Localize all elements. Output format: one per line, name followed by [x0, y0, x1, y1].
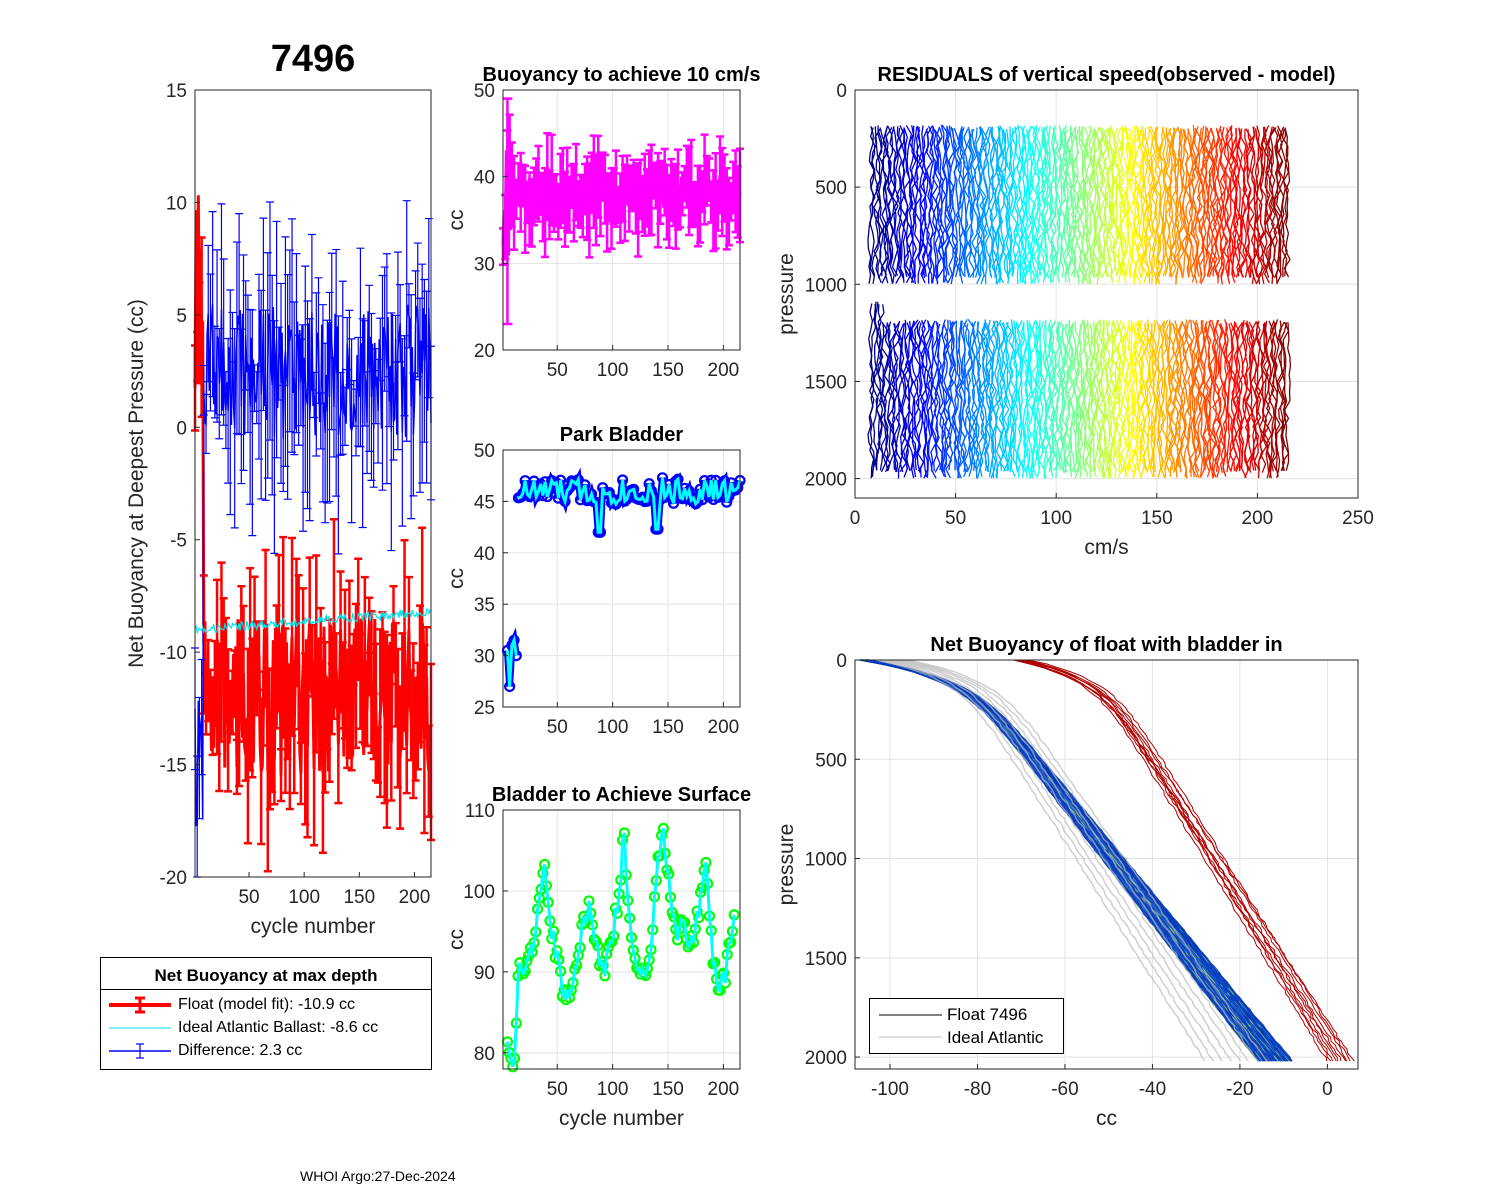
net-buoyancy-bladder-in-ytick-label: 1000: [805, 850, 847, 871]
net-buoyancy-bladder-in-ytick-label: 0: [836, 651, 847, 672]
residuals-ytick-label: 2000: [805, 470, 847, 491]
net-buoyancy-bladder-in-xtick-label: -40: [1139, 1079, 1166, 1100]
residuals-xtick-label: 250: [1342, 508, 1374, 529]
net-buoyancy-bladder-in-ytick-label: 2000: [805, 1048, 847, 1069]
park-bladder-xtick-label: 200: [708, 717, 740, 738]
residuals-ytick-label: 1000: [805, 275, 847, 296]
bladder-surface-xlabel: cycle number: [559, 1107, 684, 1130]
net-buoyancy-bladder-in-xlabel: cc: [1096, 1107, 1117, 1130]
net-buoyancy-ytick-label: -5: [170, 531, 187, 552]
park-bladder-xtick-label: 50: [547, 717, 568, 738]
bladder-in-legend: Float 7496 Ideal Atlantic: [869, 998, 1064, 1054]
net-buoyancy-xtick-label: 150: [343, 887, 375, 908]
bladder-in-red-curve: [1018, 660, 1354, 1061]
buoyancy-10cms-xtick-label: 50: [547, 360, 568, 381]
residuals-title: RESIDUALS of vertical speed(observed - m…: [878, 64, 1336, 86]
residuals-xtick-label: 150: [1141, 508, 1173, 529]
legend-label-ideal-atlantic: Ideal Atlantic: [947, 1028, 1043, 1048]
bladder-surface-ytick-label: 90: [474, 963, 495, 984]
residuals-xlabel: cm/s: [1084, 536, 1128, 559]
net-buoyancy-xtick-label: 200: [399, 887, 431, 908]
park-bladder-xtick-label: 150: [652, 717, 684, 738]
bladder-surface-xtick-label: 100: [597, 1079, 629, 1100]
residuals-xtick-label: 200: [1242, 508, 1274, 529]
legend-label-float-7496: Float 7496: [947, 1005, 1027, 1025]
net-buoyancy-bladder-in-xtick-label: -60: [1051, 1079, 1078, 1100]
bladder-surface-line: [507, 828, 734, 1066]
buoyancy-10cms-xtick-label: 150: [652, 360, 684, 381]
residuals-xtick-label: 0: [850, 508, 861, 529]
net-buoyancy-ytick-label: 15: [166, 81, 187, 102]
residuals-xtick-label: 100: [1040, 508, 1072, 529]
net-buoyancy-ytick-label: -10: [160, 643, 187, 664]
bladder-surface-ylabel: cc: [445, 929, 468, 950]
buoyancy-10cms-ytick-label: 20: [474, 341, 495, 362]
legend-swatches: [105, 994, 175, 1064]
buoyancy-10cms-title: Buoyancy to achieve 10 cm/s: [483, 64, 761, 86]
bladder-in-legend-swatches: [874, 1003, 946, 1049]
net-buoyancy-ytick-label: -20: [160, 868, 187, 889]
bladder-in-red-curve: [1024, 660, 1331, 1061]
residuals-profiles: [868, 125, 1290, 479]
buoyancy-10cms-ylabel: cc: [445, 210, 468, 231]
net-buoyancy-xtick-label: 100: [288, 887, 320, 908]
park-bladder-ylabel: cc: [445, 568, 468, 589]
residuals-ylabel: pressure: [775, 253, 798, 335]
park-bladder-title: Park Bladder: [560, 424, 684, 446]
net-buoyancy-ytick-label: 10: [166, 193, 187, 214]
park-bladder-ytick-label: 25: [474, 698, 495, 719]
residuals-ytick-label: 1500: [805, 372, 847, 393]
bladder-surface-xtick-label: 50: [547, 1079, 568, 1100]
buoyancy-10cms-xtick-label: 100: [597, 360, 629, 381]
net-buoyancy-bladder-in-ytick-label: 500: [815, 750, 847, 771]
bladder-surface-series: [503, 824, 739, 1071]
net-buoyancy-xlabel: cycle number: [251, 915, 376, 938]
park-bladder-ytick-label: 45: [474, 492, 495, 513]
bladder-surface-title: Bladder to Achieve Surface: [492, 784, 751, 806]
bladder-in-red-curve: [1016, 660, 1336, 1061]
net-buoyancy-bladder-in-xtick-label: 0: [1322, 1079, 1333, 1100]
net-buoyancy-xtick-label: 50: [238, 887, 259, 908]
buoyancy-10cms-xtick-label: 200: [708, 360, 740, 381]
net-buoyancy-ytick-label: 5: [176, 306, 187, 327]
net-buoyancy-legend-title: Net Buoyancy at max depth: [101, 966, 431, 986]
bladder-surface-xtick-label: 150: [652, 1079, 684, 1100]
park-bladder-series: [503, 473, 745, 691]
legend-swatch-difference: [109, 1044, 171, 1058]
residual-profile: [1269, 320, 1274, 477]
net-buoyancy-bladder-in-xtick-label: -80: [964, 1079, 991, 1100]
legend-label-difference: Difference: 2.3 cc: [178, 1042, 302, 1060]
buoyancy-10cms-ytick-label: 40: [474, 168, 495, 189]
net-buoyancy-bladder-in-title: Net Buoyancy of float with bladder in: [930, 634, 1282, 656]
legend-title-divider: [101, 989, 431, 990]
footer-text: WHOI Argo:27-Dec-2024: [300, 1168, 456, 1184]
net-buoyancy-bladder-in-ytick-label: 1500: [805, 949, 847, 970]
net-buoyancy-ytick-label: -15: [160, 756, 187, 777]
bladder-surface-ytick-label: 110: [465, 801, 495, 822]
bladder-surface-ytick-label: 100: [463, 882, 495, 903]
park-bladder-ytick-label: 40: [474, 544, 495, 565]
residuals-ytick-label: 500: [815, 178, 847, 199]
net-buoyancy-ytick-label: 0: [176, 418, 187, 439]
legend-label-float: Float (model fit): -10.9 cc: [178, 996, 355, 1014]
buoyancy-10cms-ytick-label: 30: [474, 254, 495, 275]
park-bladder-ytick-label: 30: [474, 647, 495, 668]
net-buoyancy-bladder-in-ylabel: pressure: [775, 824, 798, 906]
legend-swatch-float: [109, 998, 171, 1012]
bladder-surface-ytick-label: 80: [474, 1044, 495, 1065]
bladder-surface-xtick-label: 200: [708, 1079, 740, 1100]
park-bladder-xtick-label: 100: [597, 717, 629, 738]
park-bladder-ytick-label: 35: [474, 595, 495, 616]
net-buoyancy-legend: Net Buoyancy at max depth Float (model f…: [100, 957, 432, 1070]
legend-label-ideal: Ideal Atlantic Ballast: -8.6 cc: [178, 1019, 378, 1037]
net-buoyancy-ylabel: Net Buoyancy at Deepest Pressure (cc): [125, 299, 148, 668]
residuals-ytick-label: 0: [836, 81, 847, 102]
residuals-xtick-label: 50: [945, 508, 966, 529]
park-bladder-ytick-label: 50: [474, 441, 495, 462]
buoyancy-10cms-series: [499, 99, 744, 324]
net-buoyancy-bladder-in-xtick-label: -20: [1226, 1079, 1253, 1100]
residual-profile: [1239, 323, 1245, 472]
net-buoyancy-bladder-in-xtick-label: -100: [871, 1079, 909, 1100]
